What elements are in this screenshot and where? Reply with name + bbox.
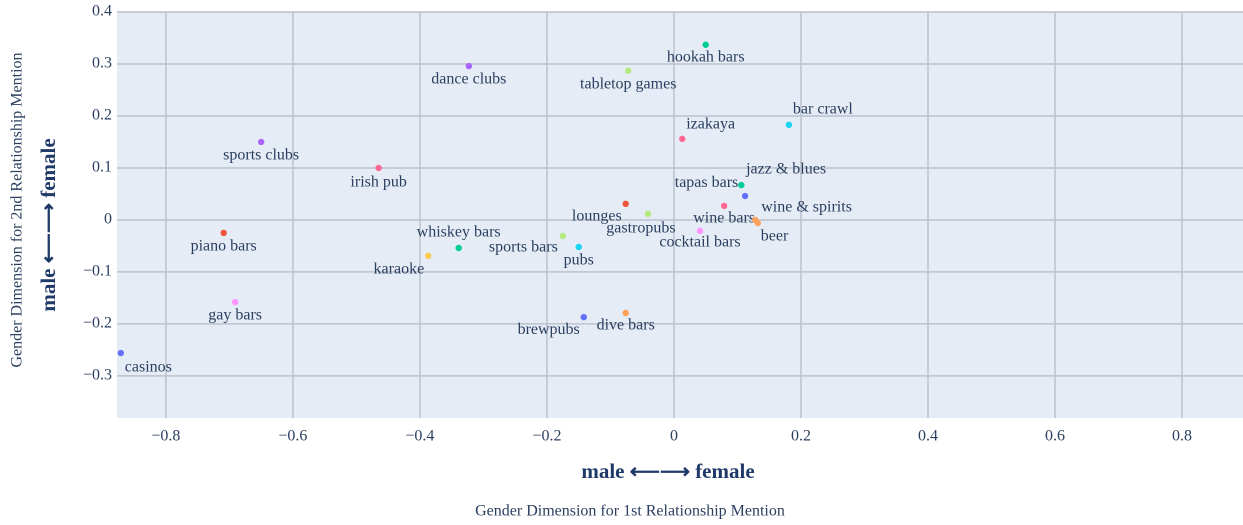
x-annotation: male ⟵⟶ female xyxy=(581,459,754,483)
x-tick-label: 0.8 xyxy=(1172,428,1192,445)
x-tick-label: −0.2 xyxy=(532,428,561,445)
point-label: piano bars xyxy=(191,238,257,255)
point xyxy=(754,219,761,227)
y-tick-label: −0.3 xyxy=(83,367,112,384)
point xyxy=(702,41,709,48)
x-tick-label: 0.4 xyxy=(918,428,938,445)
point xyxy=(257,138,265,146)
point-label: sports clubs xyxy=(223,147,299,164)
point xyxy=(679,135,686,143)
x-tick-label: −0.8 xyxy=(151,428,180,445)
point-label: dance clubs xyxy=(431,71,506,88)
point xyxy=(741,192,749,200)
point-label: beer xyxy=(761,228,789,245)
point-label: lounges xyxy=(572,207,622,224)
point xyxy=(231,298,239,306)
y-tick-label: 0 xyxy=(104,211,112,228)
x-axis-title: Gender Dimension for 1st Relationship Me… xyxy=(475,503,785,520)
point xyxy=(625,67,632,74)
point xyxy=(375,164,382,172)
y-tick-label: −0.1 xyxy=(83,263,112,280)
point-label: gay bars xyxy=(208,307,262,324)
point-label: casinos xyxy=(125,359,172,376)
x-tick-label: 0 xyxy=(670,428,678,445)
point-label: wine bars xyxy=(693,210,755,227)
y-tick-label: 0.1 xyxy=(92,159,112,176)
point xyxy=(580,313,587,321)
point-label: sports bars xyxy=(489,239,558,256)
point-label: bar crawl xyxy=(793,100,854,117)
point xyxy=(622,309,629,317)
y-annotation: male ⟵⟶ female xyxy=(36,138,60,311)
point-label: wine & spirits xyxy=(761,199,852,216)
point-label: karaoke xyxy=(374,260,425,277)
y-tick-label: 0.2 xyxy=(92,107,112,124)
point xyxy=(575,243,582,251)
point-label: izakaya xyxy=(686,116,735,133)
point xyxy=(117,349,125,357)
x-tick-label: 0.2 xyxy=(791,428,811,445)
point-label: tabletop games xyxy=(580,75,676,92)
point-label: whiskey bars xyxy=(417,224,501,241)
point xyxy=(622,200,629,208)
point-label: cocktail bars xyxy=(659,234,740,251)
point xyxy=(644,210,652,217)
point-label: dive bars xyxy=(597,317,655,334)
point xyxy=(785,121,793,129)
point xyxy=(220,229,227,237)
point xyxy=(696,227,704,235)
x-tick-label: 0.6 xyxy=(1045,428,1065,445)
point-label: jazz & blues xyxy=(745,161,826,178)
x-tick-label: −0.4 xyxy=(405,428,434,445)
plot-area xyxy=(117,12,1243,418)
point-label: hookah bars xyxy=(667,48,745,65)
point xyxy=(559,232,567,240)
point-label: tapas bars xyxy=(675,174,739,191)
point xyxy=(455,244,462,252)
point-label: brewpubs xyxy=(518,321,580,338)
point xyxy=(738,181,745,189)
point xyxy=(465,62,473,70)
x-tick-label: −0.6 xyxy=(278,428,307,445)
point xyxy=(424,252,432,260)
point-label: pubs xyxy=(564,252,594,269)
point-label: irish pub xyxy=(350,174,406,191)
point xyxy=(720,202,728,210)
y-tick-label: −0.2 xyxy=(83,315,112,332)
point-label: gastropubs xyxy=(606,219,675,236)
y-tick-label: 0.4 xyxy=(92,3,112,20)
y-axis-title: Gender Dimension for 2nd Relationship Me… xyxy=(9,52,26,367)
y-tick-label: 0.3 xyxy=(92,55,112,72)
